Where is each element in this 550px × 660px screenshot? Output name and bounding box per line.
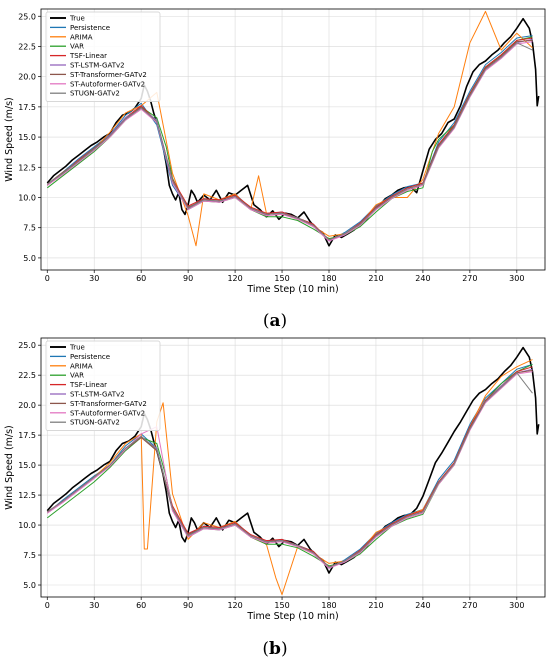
y-tick-label: 12.5: [18, 491, 36, 500]
legend-label: ST-Transformer-GATv2: [70, 71, 147, 79]
y-tick-label: 25.0: [18, 12, 36, 21]
x-tick-label: 180: [321, 601, 336, 610]
y-tick-label: 10.0: [18, 521, 36, 530]
y-tick-label: 17.5: [18, 431, 36, 440]
x-tick-label: 240: [415, 274, 430, 283]
x-tick-label: 210: [368, 601, 383, 610]
x-tick-label: 60: [136, 274, 146, 283]
legend-label: ST-Transformer-GATv2: [70, 400, 147, 408]
x-axis-label: Time Step (10 min): [246, 284, 338, 295]
chart-panel-b: 0 30 60 90 120 150 180 210 240 270 300 5.0 7.5 10.0 12…: [4, 337, 546, 622]
y-tick-label: 17.5: [18, 103, 36, 112]
caption-a: (a): [263, 311, 287, 331]
y-tick-label: 10.0: [18, 194, 36, 203]
y-tick-label: 7.5: [23, 551, 36, 560]
legend-label: ARIMA: [70, 33, 93, 41]
y-tick-label: 5.0: [23, 581, 36, 590]
legend-label: TSF-Linear: [69, 381, 107, 389]
x-tick-label: 300: [509, 274, 524, 283]
x-tick-label: 0: [45, 601, 50, 610]
x-tick-label: 300: [509, 601, 524, 610]
x-tick-label: 120: [227, 274, 242, 283]
legend-label: ST-LSTM-GATv2: [70, 62, 125, 70]
y-tick-label: 20.0: [18, 73, 36, 82]
series-line-stugn-gatv2: [47, 42, 533, 241]
legend-label: VAR: [70, 372, 84, 380]
x-tick-label: 0: [45, 274, 50, 283]
y-axis-label: Wind Speed (m/s): [4, 425, 15, 510]
y-tick-label: 7.5: [23, 224, 36, 233]
x-tick-label: 150: [274, 601, 289, 610]
x-tick-label: 180: [321, 274, 336, 283]
legend-label: ARIMA: [70, 362, 93, 370]
legend-label: STUGN-GATv2: [70, 90, 120, 98]
x-tick-label: 150: [274, 274, 289, 283]
x-tick-label: 30: [89, 601, 99, 610]
legend-label: ST-Autoformer-GATv2: [70, 409, 145, 417]
plot-frame: [40, 337, 546, 598]
legend-label: ST-Autoformer-GATv2: [70, 80, 145, 88]
x-tick-label: 240: [415, 601, 430, 610]
caption-b: (b): [262, 639, 287, 659]
y-tick-label: 22.5: [18, 42, 36, 51]
x-tick-label: 120: [227, 601, 242, 610]
legend-box: [45, 11, 161, 102]
y-tick-label: 12.5: [18, 163, 36, 172]
legend-label: True: [69, 15, 85, 23]
y-tick-label: 22.5: [18, 371, 36, 380]
legend-box: [45, 340, 161, 431]
y-tick-label: 25.0: [18, 341, 36, 350]
legend-label: True: [69, 344, 85, 352]
x-tick-label: 90: [183, 274, 193, 283]
legend-label: Persistence: [70, 353, 110, 361]
chart-panel-a: 0 30 60 90 120 150 180 210 240 270 300 5.0 7.5 10.0 12…: [4, 8, 546, 295]
y-tick-label: 5.0: [23, 254, 36, 263]
legend-label: STUGN-GATv2: [70, 419, 120, 427]
x-axis-label: Time Step (10 min): [246, 611, 338, 622]
x-tick-label: 90: [183, 601, 193, 610]
y-tick-label: 15.0: [18, 133, 36, 142]
y-tick-label: 15.0: [18, 461, 36, 470]
x-tick-label: 270: [462, 601, 477, 610]
y-tick-label: 20.0: [18, 401, 36, 410]
plot-frame: [40, 8, 546, 271]
legend-label: Persistence: [70, 24, 110, 32]
x-tick-label: 30: [89, 274, 99, 283]
x-tick-label: 60: [136, 601, 146, 610]
y-axis-label: Wind Speed (m/s): [4, 97, 15, 182]
series-line-stugn-gatv2: [47, 372, 533, 568]
series-line-st-autoformer-gatv2: [47, 41, 533, 242]
legend-label: TSF-Linear: [69, 52, 107, 60]
legend-label: ST-LSTM-GATv2: [70, 391, 125, 399]
legend-label: VAR: [70, 43, 84, 51]
x-tick-label: 270: [462, 274, 477, 283]
x-tick-label: 210: [368, 274, 383, 283]
